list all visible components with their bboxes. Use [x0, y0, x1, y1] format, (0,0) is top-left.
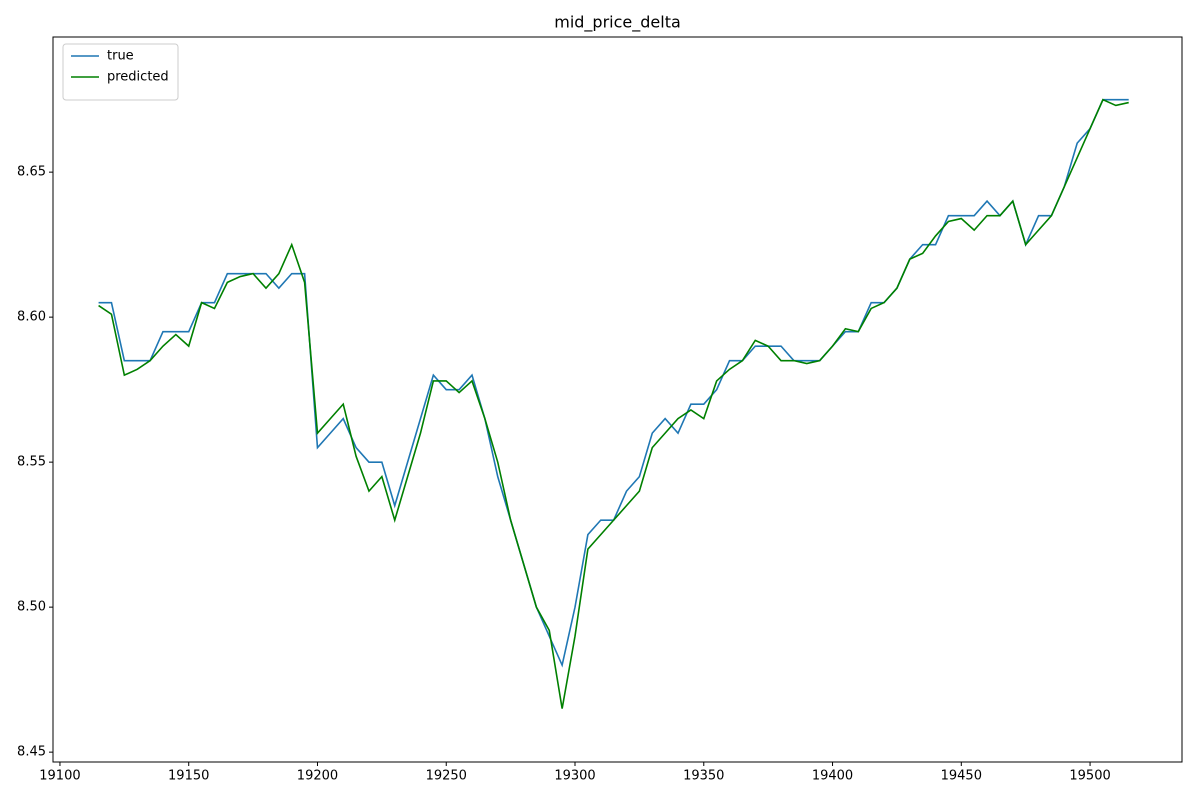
y-tick-label: 8.60 — [17, 310, 46, 325]
legend-label: true — [107, 49, 134, 64]
y-tick-label: 8.55 — [17, 455, 46, 470]
x-tick-label: 19400 — [812, 769, 853, 784]
plot-frame — [52, 36, 1183, 763]
x-tick-label: 19200 — [297, 769, 338, 784]
x-tick-label: 19100 — [39, 769, 80, 784]
x-tick-label: 19350 — [683, 769, 724, 784]
x-tick-label: 19150 — [168, 769, 209, 784]
chart-title: mid_price_delta — [554, 13, 681, 33]
series-line — [98, 98, 1129, 709]
y-tick-label: 8.45 — [17, 745, 46, 760]
y-tick-label: 8.50 — [17, 600, 46, 615]
x-tick-label: 19500 — [1069, 769, 1110, 784]
legend-box — [62, 43, 179, 101]
x-tick-label: 19300 — [554, 769, 595, 784]
x-tick-label: 19250 — [426, 769, 467, 784]
legend-label: predicted — [107, 70, 169, 85]
y-tick-label: 8.65 — [17, 165, 46, 180]
legend: true predicted — [62, 43, 179, 101]
x-tick-label: 19450 — [941, 769, 982, 784]
